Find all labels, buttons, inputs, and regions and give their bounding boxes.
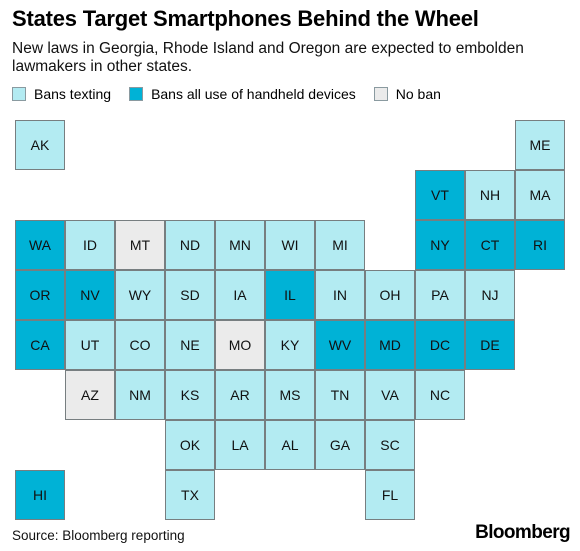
state-tile-or: OR — [15, 270, 65, 320]
state-tile-ar: AR — [215, 370, 265, 420]
state-tile-mn: MN — [215, 220, 265, 270]
state-tile-nc: NC — [415, 370, 465, 420]
state-tile-mo: MO — [215, 320, 265, 370]
legend-swatch-handheld — [129, 87, 144, 101]
state-tile-fl: FL — [365, 470, 415, 520]
state-tile-de: DE — [465, 320, 515, 370]
state-tile-me: ME — [515, 120, 565, 170]
state-tile-ks: KS — [165, 370, 215, 420]
state-tile-tn: TN — [315, 370, 365, 420]
state-tile-va: VA — [365, 370, 415, 420]
state-tile-hi: HI — [15, 470, 65, 520]
state-tile-ky: KY — [265, 320, 315, 370]
state-tile-ca: CA — [15, 320, 65, 370]
state-tile-pa: PA — [415, 270, 465, 320]
bloomberg-logo: Bloomberg — [475, 522, 570, 543]
chart-title: States Target Smartphones Behind the Whe… — [12, 6, 479, 31]
legend-item-no-ban: No ban — [373, 86, 441, 102]
state-tile-ms: MS — [265, 370, 315, 420]
state-tile-nm: NM — [115, 370, 165, 420]
state-tile-oh: OH — [365, 270, 415, 320]
state-tile-ok: OK — [165, 420, 215, 470]
legend-label-texting: Bans texting — [34, 86, 112, 102]
state-tile-nd: ND — [165, 220, 215, 270]
state-tile-wa: WA — [15, 220, 65, 270]
state-tile-az: AZ — [65, 370, 115, 420]
state-tile-wy: WY — [115, 270, 165, 320]
state-tile-nh: NH — [465, 170, 515, 220]
state-tile-ga: GA — [315, 420, 365, 470]
state-tile-ri: RI — [515, 220, 565, 270]
state-tile-tx: TX — [165, 470, 215, 520]
state-tile-in: IN — [315, 270, 365, 320]
state-tile-dc: DC — [415, 320, 465, 370]
state-tile-ma: MA — [515, 170, 565, 220]
state-tile-ne: NE — [165, 320, 215, 370]
state-tile-ut: UT — [65, 320, 115, 370]
legend-swatch-no-ban — [373, 87, 388, 101]
legend-item-handheld: Bans all use of handheld devices — [129, 86, 356, 102]
state-tile-nj: NJ — [465, 270, 515, 320]
state-tile-il: IL — [265, 270, 315, 320]
state-tile-nv: NV — [65, 270, 115, 320]
state-tile-id: ID — [65, 220, 115, 270]
source-note: Source: Bloomberg reporting — [12, 528, 185, 543]
state-tile-vt: VT — [415, 170, 465, 220]
state-tile-wi: WI — [265, 220, 315, 270]
state-tile-ia: IA — [215, 270, 265, 320]
state-tile-wv: WV — [315, 320, 365, 370]
state-tile-ct: CT — [465, 220, 515, 270]
state-tile-ak: AK — [15, 120, 65, 170]
chart-subtitle: New laws in Georgia, Rhode Island and Or… — [12, 40, 524, 75]
state-tile-co: CO — [115, 320, 165, 370]
state-tile-al: AL — [265, 420, 315, 470]
legend-swatch-texting — [12, 87, 26, 101]
legend-label-handheld: Bans all use of handheld devices — [151, 86, 356, 102]
state-tile-sc: SC — [365, 420, 415, 470]
state-tile-sd: SD — [165, 270, 215, 320]
state-tile-la: LA — [215, 420, 265, 470]
legend-label-no-ban: No ban — [395, 86, 441, 102]
state-tile-mt: MT — [115, 220, 165, 270]
legend: Bans texting Bans all use of handheld de… — [12, 84, 459, 104]
state-tile-mi: MI — [315, 220, 365, 270]
legend-item-texting: Bans texting — [12, 86, 111, 102]
state-tile-ny: NY — [415, 220, 465, 270]
state-tile-md: MD — [365, 320, 415, 370]
